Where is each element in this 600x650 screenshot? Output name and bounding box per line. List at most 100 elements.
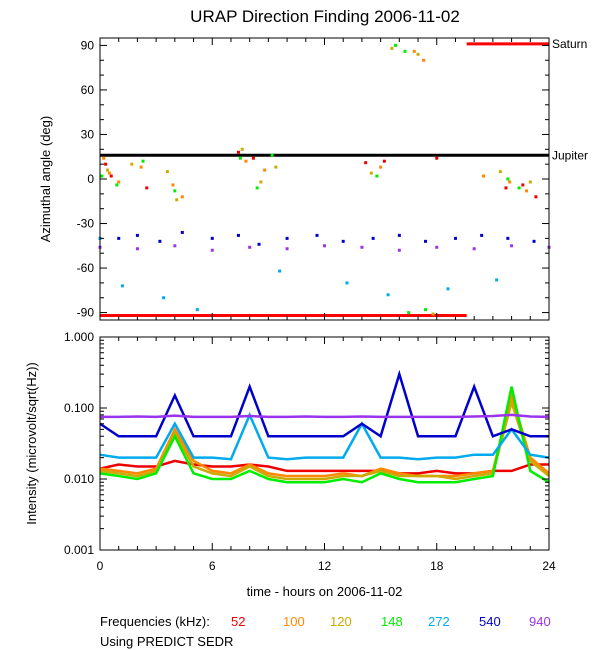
azimuth-point-52 [109,174,113,178]
azimuth-point-120 [528,180,532,184]
intensity-panel: 0.001 0.010 0.100 1.000 0 6 12 18 24 Intensity (… [24,330,556,599]
azimuth-point-120 [165,170,169,174]
azimuth-point-100 [117,180,121,184]
azimuth-point-272 [386,293,390,297]
azimuth-point-100 [139,165,143,169]
azimuth-point-120 [390,46,394,50]
intensity-marks [99,369,550,484]
azimuth-point-120 [105,168,109,172]
intensity-line-148 [99,386,550,484]
azimuth-point-940 [173,244,177,248]
azimuth-point-100 [171,183,175,187]
azimuth-point-148 [115,183,119,187]
azimuth-point-940 [285,247,289,251]
frequency-legend: Frequencies (kHz): 52 100 120 148 272 540 940 … [100,614,551,649]
azimuth-point-940 [435,245,439,249]
azimuth-point-148 [403,49,407,53]
azimuth-point-52 [145,186,149,190]
intensity-line-120 [99,397,550,481]
y-tick-label: 0.001 [64,543,94,557]
azimuth-point-940 [323,244,326,248]
intensity-line-100 [99,390,550,478]
azimuth-point-100 [244,159,248,163]
y-tick-label: 90 [81,38,95,52]
azimuth-point-120 [240,147,244,151]
azimuth-point-540 [480,233,484,237]
legend-item-120: 120 [330,614,352,629]
footnote: Using PREDICT SEDR [100,634,233,649]
azimuth-point-540 [257,242,261,246]
azimuth-point-120 [431,312,435,316]
azimuth-point-148 [424,308,428,312]
legend-label: Frequencies (kHz): [100,614,210,629]
azimuth-point-148 [517,186,521,190]
azimuth-point-540 [532,239,536,243]
azimuth-point-52 [382,159,386,163]
legend-item-100: 100 [283,614,305,629]
y-tick-label: 0.100 [64,401,94,415]
azimuth-point-940 [472,247,476,251]
azimuth-point-540 [341,239,345,243]
azimuth-point-100 [422,58,426,62]
azimuth-point-100 [107,171,111,175]
azimuth-point-52 [534,195,538,199]
legend-item-540: 540 [479,614,501,629]
azimuth-point-148 [270,153,274,157]
chart-title: URAP Direction Finding 2006-11-02 [190,7,460,26]
azimuth-point-52 [251,156,255,160]
azimuth-point-120 [130,162,134,166]
azimuth-point-540 [453,236,457,240]
azimuth-point-540 [424,239,428,243]
x-tick-label: 24 [542,559,556,573]
y-tick-label: 60 [81,83,95,97]
reference-label-jupiter: Jupiter [552,148,588,162]
azimuth-point-540 [371,236,375,240]
legend-item-52: 52 [231,614,245,629]
intensity-axis-title: Intensity (microvolt/sqrt(Hz)) [24,362,39,525]
azimuth-point-540 [210,236,214,240]
y-tick-label: 0 [87,172,94,186]
azimuth-point-120 [274,165,278,169]
azimuth-point-540 [158,239,162,243]
legend-item-272: 272 [428,614,450,629]
azimuth-point-272 [120,284,124,288]
azimuth-point-540 [135,233,139,237]
azimuth-point-272 [278,269,282,273]
azimuth-point-148 [375,174,379,178]
azimuth-point-148 [394,43,398,47]
intensity-line-540 [99,369,549,439]
y-tick-label: 0.010 [64,472,94,486]
azimuth-point-120 [175,198,179,202]
azimuth-point-52 [521,183,525,187]
y-tick-label: 30 [81,127,95,141]
intensity-axes: 0.001 0.010 0.100 1.000 0 6 12 18 24 [64,330,556,573]
azimuth-point-148 [141,159,145,163]
x-tick-label: 6 [209,559,216,573]
azimuth-point-52 [504,186,508,190]
azimuth-point-52 [104,162,108,166]
azimuth-point-120 [259,180,263,184]
azimuth-point-100 [102,156,106,160]
azimuth-point-272 [446,287,450,291]
azimuth-point-52 [236,150,240,154]
azimuth-point-120 [498,170,502,174]
intensity-line-940 [100,413,550,419]
azimuth-frame [99,37,550,321]
azimuth-point-52 [364,161,368,165]
azimuth-point-148 [173,189,177,193]
azimuth-point-100 [508,180,512,184]
azimuth-point-940 [248,245,252,249]
y-tick-label: -60 [77,261,95,275]
azimuth-point-272 [195,308,199,312]
azimuth-point-148 [407,311,411,315]
azimuth-point-100 [482,174,486,178]
x-tick-label: 0 [97,559,104,573]
azimuth-marks: Saturn Jupiter [98,37,588,318]
azimuth-point-540 [285,236,289,240]
azimuth-point-940 [135,247,139,251]
azimuth-point-540 [506,236,510,240]
azimuth-point-272 [495,278,499,282]
azimuth-point-100 [412,49,416,53]
azimuth-point-540 [117,236,121,240]
